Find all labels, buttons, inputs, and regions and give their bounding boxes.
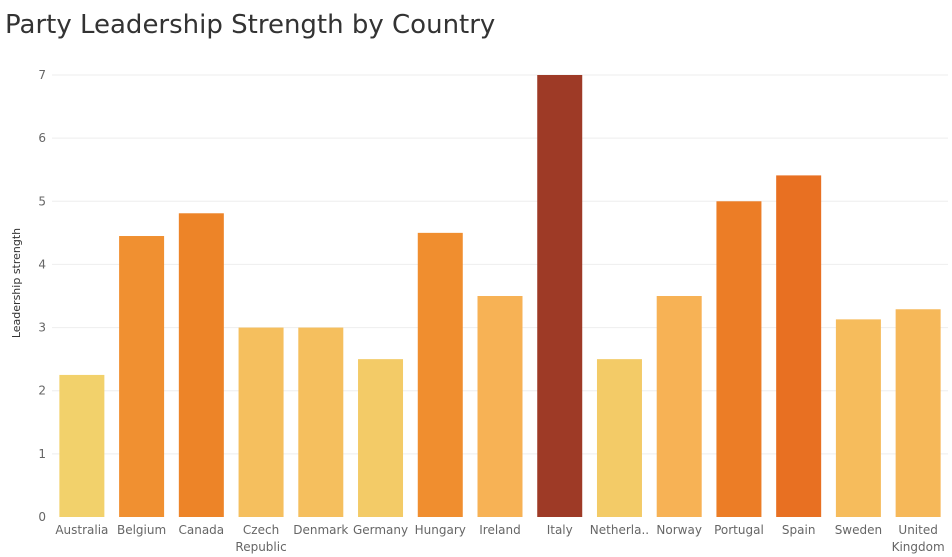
y-tick-label: 3 bbox=[38, 321, 46, 335]
x-tick-label: Germany bbox=[353, 523, 408, 537]
bar-netherla-[interactable] bbox=[596, 359, 642, 517]
y-axis-title: Leadership strength bbox=[10, 228, 23, 338]
bar-united-kingdom[interactable] bbox=[895, 309, 941, 517]
y-tick-label: 4 bbox=[38, 257, 46, 271]
bar-germany[interactable] bbox=[358, 359, 404, 517]
x-axis-labels: Australia Belgium Canada Czech Republic Denma… bbox=[55, 523, 944, 554]
x-tick-label: Ireland bbox=[479, 523, 521, 537]
bar-hungary[interactable] bbox=[417, 232, 463, 517]
bar-norway[interactable] bbox=[656, 296, 702, 517]
bar-spain[interactable] bbox=[776, 175, 822, 517]
x-tick-label: United bbox=[898, 523, 937, 537]
x-tick-label: Canada bbox=[178, 523, 224, 537]
x-tick-label: Norway bbox=[656, 523, 702, 537]
x-tick-label: Australia bbox=[55, 523, 108, 537]
bar-sweden[interactable] bbox=[835, 319, 881, 517]
bar-belgium[interactable] bbox=[119, 236, 165, 517]
bars bbox=[59, 75, 941, 518]
x-tick-label: Portugal bbox=[714, 523, 764, 537]
x-tick-label: Denmark bbox=[293, 523, 348, 537]
x-tick-label: Republic bbox=[235, 540, 286, 554]
bar-australia[interactable] bbox=[59, 374, 105, 517]
bar-portugal[interactable] bbox=[716, 201, 762, 518]
y-tick-label: 6 bbox=[38, 131, 46, 145]
bar-italy[interactable] bbox=[537, 75, 583, 517]
x-tick-label: Netherla.. bbox=[590, 523, 649, 537]
bar-czech-republic[interactable] bbox=[238, 327, 284, 517]
x-tick-label: Belgium bbox=[117, 523, 166, 537]
chart-title: Party Leadership Strength by Country bbox=[5, 10, 496, 40]
bar-canada[interactable] bbox=[178, 213, 224, 518]
y-tick-label: 2 bbox=[38, 384, 46, 398]
bar-ireland[interactable] bbox=[477, 296, 523, 517]
x-tick-label: Czech bbox=[243, 523, 279, 537]
y-tick-label: 0 bbox=[38, 510, 46, 524]
x-tick-label: Hungary bbox=[415, 523, 466, 537]
y-tick-label: 7 bbox=[38, 68, 46, 82]
x-tick-label: Kingdom bbox=[892, 540, 945, 554]
x-tick-label: Spain bbox=[782, 523, 816, 537]
y-tick-label: 5 bbox=[38, 194, 46, 208]
bar-denmark[interactable] bbox=[298, 327, 344, 517]
y-axis-ticks: 0 1 2 3 4 5 6 7 bbox=[38, 68, 46, 524]
x-tick-label: Sweden bbox=[835, 523, 882, 537]
y-tick-label: 1 bbox=[38, 447, 46, 461]
x-tick-label: Italy bbox=[547, 523, 573, 537]
